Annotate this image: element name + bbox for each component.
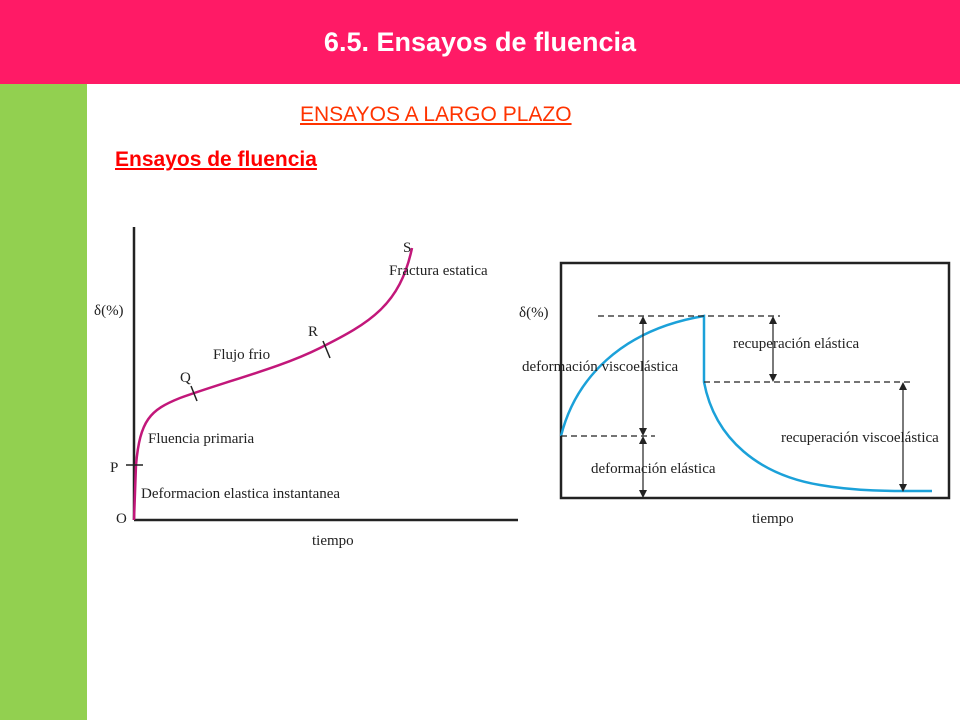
left-y-label: δ(%)	[94, 303, 124, 319]
label-s: S	[403, 240, 411, 256]
right-frame	[559, 261, 951, 500]
label-primary-creep: Fluencia primaria	[148, 431, 255, 447]
label-visco-rec: recuperación viscoelástica	[781, 430, 939, 446]
header-bar: 6.5. Ensayos de fluencia	[0, 0, 960, 84]
label-q: Q	[180, 370, 191, 386]
sidebar-strip	[0, 84, 87, 720]
label-elastic-def: deformación elástica	[591, 461, 716, 477]
right-x-label: tiempo	[752, 511, 794, 527]
subtitle: ENSAYOS A LARGO PLAZO	[300, 103, 572, 126]
left-creep-curve	[132, 247, 414, 521]
label-fracture: Fractura estatica	[389, 263, 488, 279]
label-p: P	[110, 460, 118, 476]
tick-q	[190, 385, 198, 402]
right-y-label: δ(%)	[519, 305, 549, 321]
right-recovery-diagram: δ(%) tiempo deformación viscoelástica de…	[519, 261, 951, 527]
left-x-label: tiempo	[312, 533, 354, 549]
label-o: O	[116, 511, 127, 527]
right-loading-curve	[559, 314, 933, 493]
section-title: Ensayos de fluencia	[115, 148, 317, 171]
tick-r	[322, 340, 331, 359]
label-cold-flow: Flujo frio	[213, 347, 270, 363]
left-creep-diagram: δ(%) tiempo O P Q R S Fractura estatica …	[94, 227, 518, 549]
label-visco-def: deformación viscoelástica	[522, 359, 679, 375]
label-r: R	[308, 324, 318, 340]
label-elastic-rec: recuperación elástica	[733, 336, 860, 352]
page-title: 6.5. Ensayos de fluencia	[323, 26, 637, 57]
label-instant-elastic: Deformacion elastica instantanea	[141, 486, 340, 502]
